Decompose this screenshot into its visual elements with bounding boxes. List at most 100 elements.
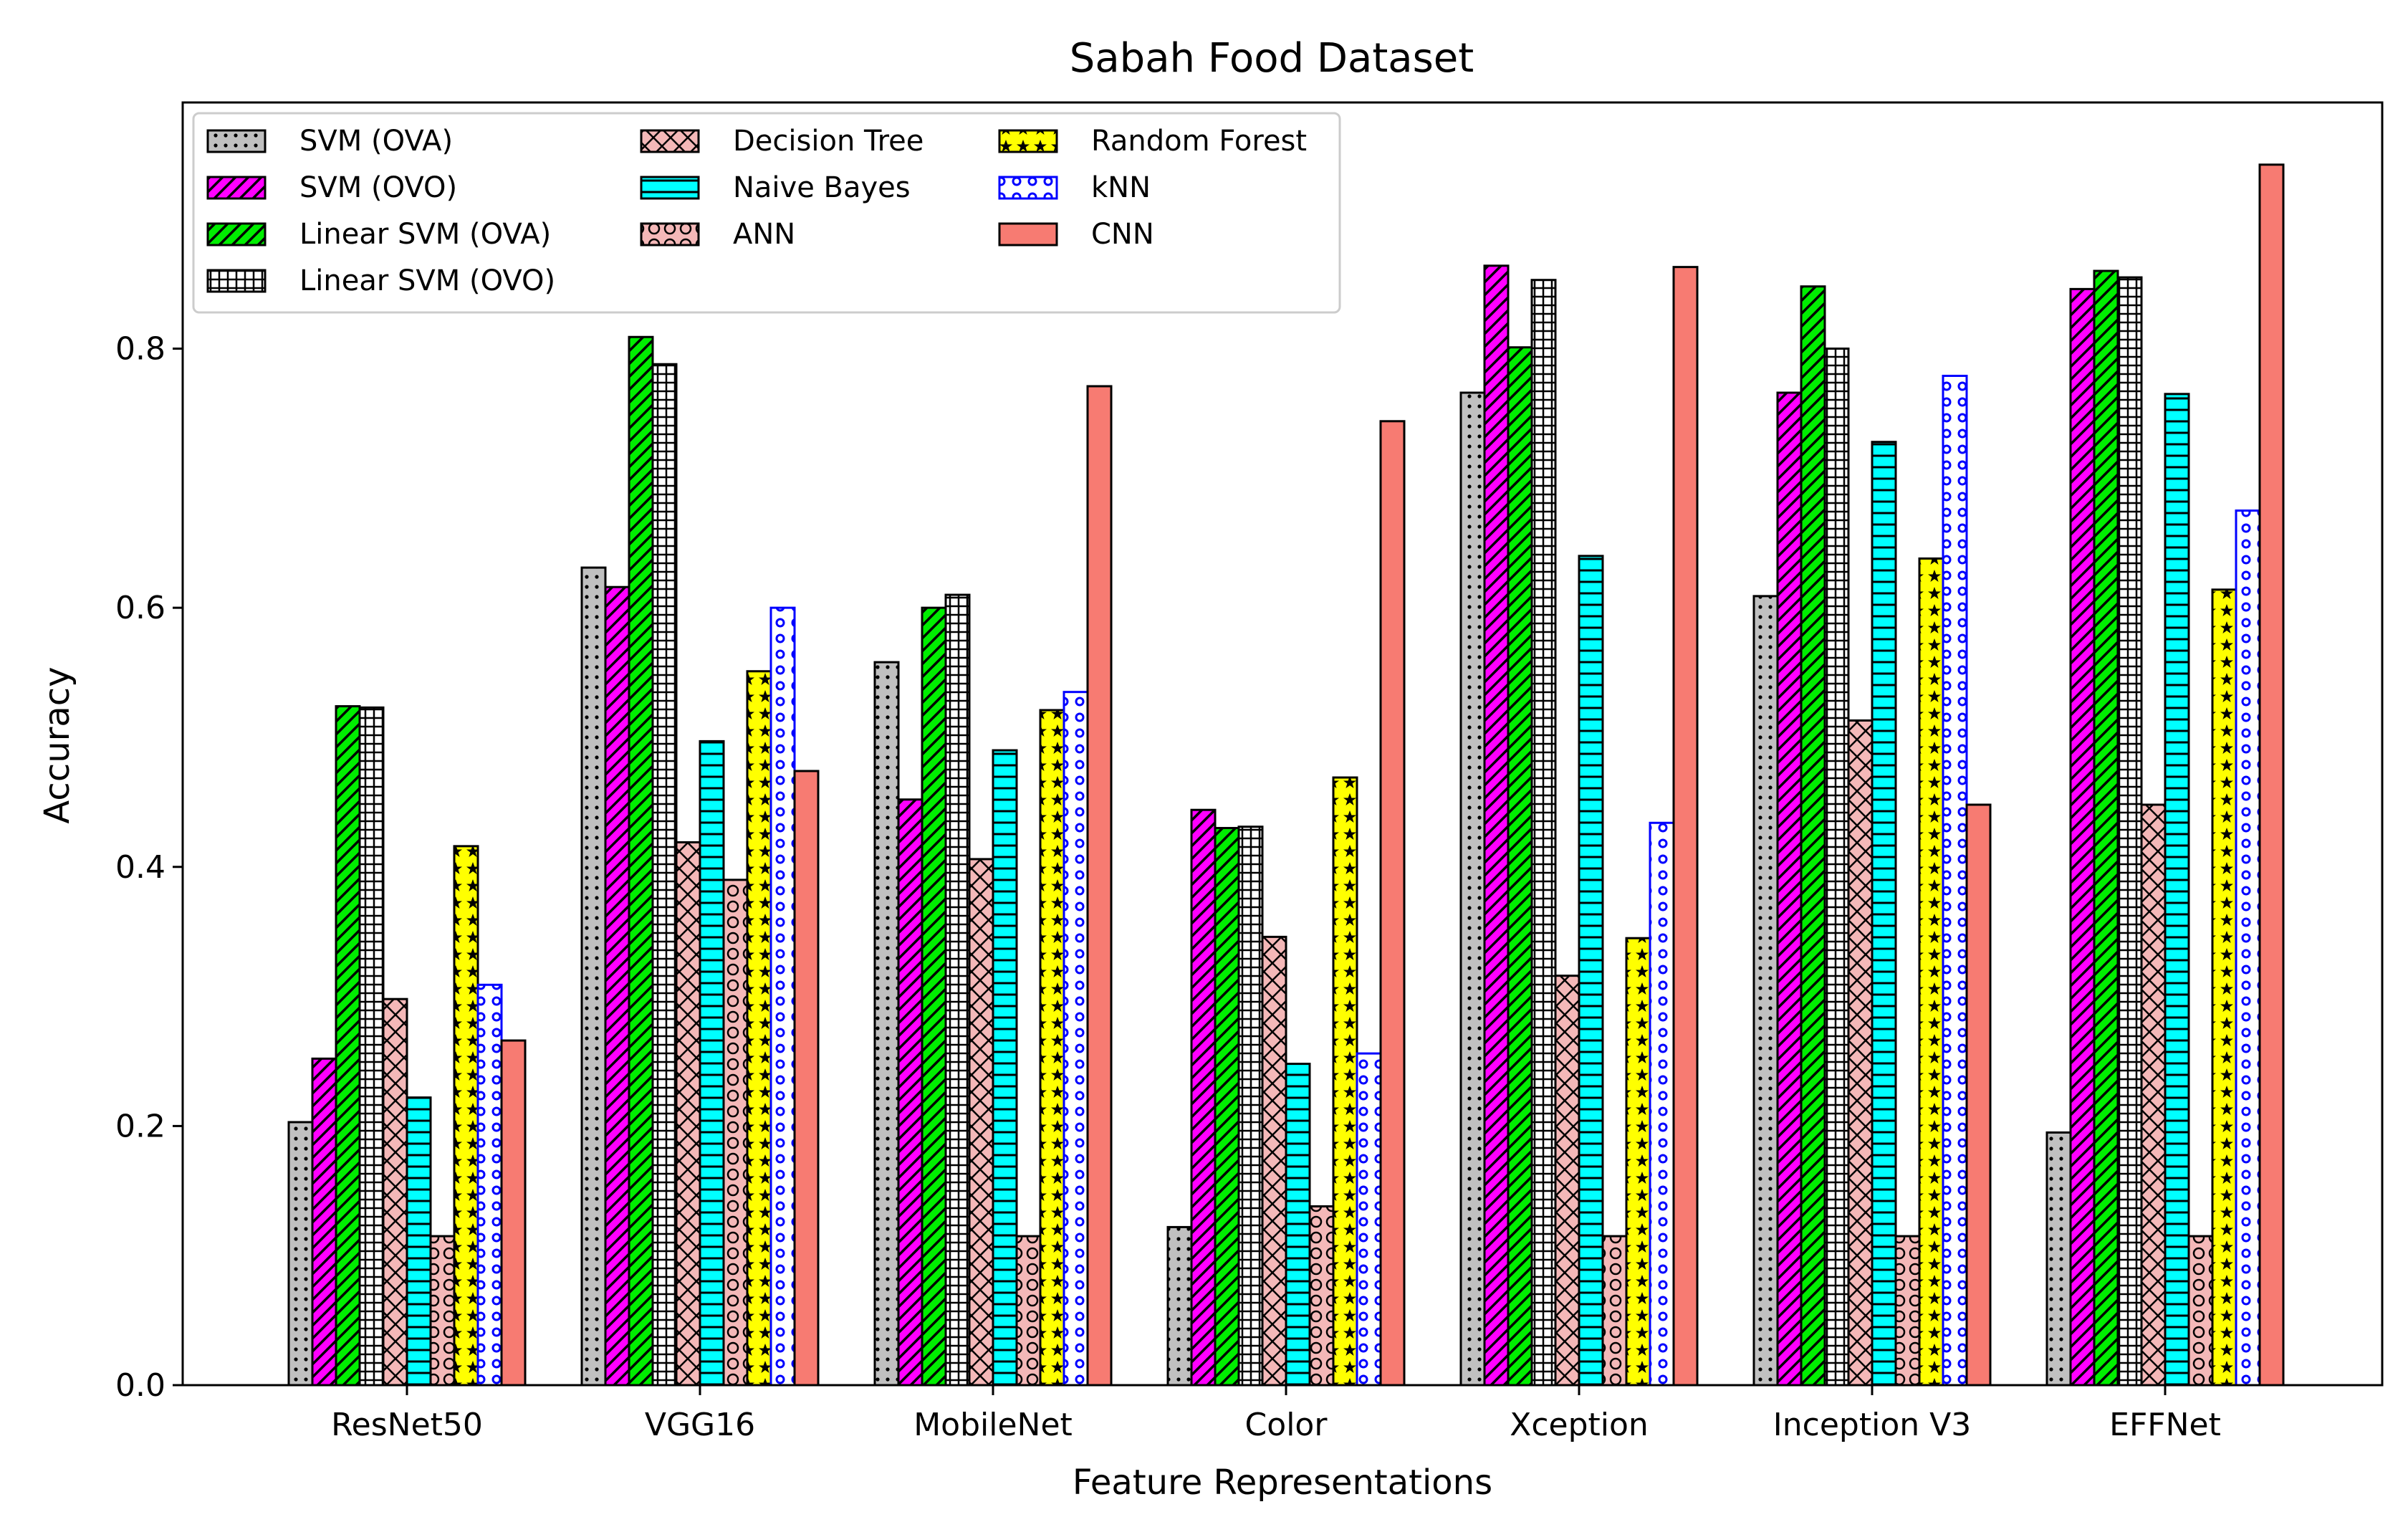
bar-ann-xception (1601, 1235, 1628, 1387)
bar-linear-svm-ova-effnet (2093, 269, 2119, 1387)
x-axis-label: Feature Representations (1073, 1463, 1492, 1503)
x-tick-label: VGG16 (645, 1407, 755, 1443)
bar-svm-ovo-color (1190, 808, 1217, 1387)
bar-svm-ova-vgg16 (580, 566, 607, 1387)
legend-label: SVM (OVO) (299, 171, 457, 204)
bar-linear-svm-ova-color (1214, 827, 1240, 1387)
bar-linear-svm-ovo-effnet (2116, 276, 2143, 1387)
bar-svm-ova-effnet (2045, 1131, 2072, 1387)
bar-linear-svm-ova-resnet50 (335, 705, 361, 1387)
bar-linear-svm-ovo-inception-v3 (1823, 348, 1850, 1387)
legend-label: Linear SVM (OVA) (299, 218, 551, 251)
legend-label: SVM (OVA) (299, 125, 453, 158)
bar-ann-inception-v3 (1894, 1235, 1921, 1387)
bar-naive-bayes-mobilenet (992, 749, 1018, 1387)
bar-naive-bayes-vgg16 (699, 740, 725, 1387)
bar-random-forest-color (1332, 776, 1358, 1387)
bar-cnn-mobilenet (1086, 385, 1113, 1387)
bar-linear-svm-ovo-xception (1530, 279, 1557, 1387)
bar-naive-bayes-resnet50 (406, 1096, 432, 1387)
bar-svm-ovo-effnet (2069, 287, 2096, 1387)
y-tick-label: 0.6 (115, 590, 166, 626)
bar-svm-ovo-xception (1483, 264, 1510, 1387)
bar-cnn-effnet (2258, 163, 2285, 1387)
bar-decision-tree-xception (1554, 975, 1580, 1387)
bar-cnn-inception-v3 (1965, 803, 1992, 1387)
bar-decision-tree-mobilenet (968, 858, 994, 1387)
bar-decision-tree-inception-v3 (1847, 719, 1874, 1387)
bar-svm-ova-inception-v3 (1752, 595, 1779, 1387)
bar-random-forest-inception-v3 (1918, 557, 1944, 1387)
bar-linear-svm-ova-vgg16 (628, 335, 654, 1387)
y-axis-ticks: 0.0 0.2 0.4 0.6 0.8 (115, 331, 183, 1404)
x-axis-ticks: ResNet50 VGG16 MobileNet Color Xception Incep… (331, 1385, 2221, 1443)
legend: SVM (OVA) SVM (OVO) Linear SVM (OVA) Linear… (192, 112, 1341, 314)
bar-random-forest-resnet50 (453, 845, 479, 1387)
bar-svm-ova-color (1166, 1225, 1193, 1387)
bar-naive-bayes-effnet (2164, 393, 2190, 1387)
bar-ann-vgg16 (722, 879, 749, 1387)
y-tick-label: 0.8 (115, 331, 166, 368)
bar-cnn-xception (1672, 266, 1699, 1387)
bar-linear-svm-ovo-vgg16 (651, 363, 678, 1387)
bar-ann-effnet (2187, 1235, 2214, 1387)
legend-label: Naive Bayes (733, 171, 911, 204)
bar-ann-color (1308, 1205, 1335, 1387)
legend-label: Linear SVM (OVO) (299, 264, 555, 297)
bar-cnn-resnet50 (500, 1039, 527, 1387)
bar-knn-resnet50 (476, 983, 503, 1387)
bar-linear-svm-ovo-mobilenet (944, 593, 971, 1387)
bar-svm-ova-resnet50 (287, 1121, 314, 1387)
bar-naive-bayes-inception-v3 (1871, 441, 1897, 1387)
bar-decision-tree-color (1261, 935, 1287, 1387)
x-tick-label: EFFNet (2109, 1407, 2221, 1443)
x-tick-label: Xception (1510, 1407, 1649, 1443)
legend-swatch (998, 222, 1058, 247)
legend-swatch (206, 269, 267, 293)
y-tick-label: 0.2 (115, 1108, 166, 1144)
bar-ann-resnet50 (429, 1235, 456, 1387)
bar-knn-color (1356, 1052, 1382, 1387)
legend-swatch (206, 176, 267, 200)
legend-swatch (998, 176, 1058, 200)
bar-naive-bayes-color (1285, 1063, 1311, 1387)
legend-swatch (640, 222, 700, 247)
chart-title: Sabah Food Dataset (1070, 35, 1474, 82)
bar-svm-ovo-mobilenet (897, 798, 924, 1387)
legend-swatch (640, 129, 700, 153)
bar-decision-tree-effnet (2140, 803, 2167, 1387)
bar-linear-svm-ovo-color (1237, 826, 1264, 1387)
x-tick-label: Inception V3 (1773, 1407, 1971, 1443)
legend-label: CNN (1091, 218, 1154, 251)
legend-label: Decision Tree (733, 125, 924, 158)
legend-label: ANN (733, 218, 795, 251)
bar-naive-bayes-xception (1578, 555, 1604, 1387)
bar-cnn-color (1379, 420, 1406, 1387)
bar-random-forest-vgg16 (746, 670, 772, 1387)
bar-linear-svm-ovo-resnet50 (358, 706, 385, 1387)
bar-svm-ova-mobilenet (873, 661, 900, 1387)
bar-svm-ovo-resnet50 (311, 1057, 337, 1387)
legend-box (192, 112, 1341, 314)
bar-linear-svm-ova-mobilenet (921, 606, 947, 1387)
bar-random-forest-effnet (2211, 588, 2237, 1387)
bar-knn-xception (1649, 821, 1675, 1387)
legend-label: Random Forest (1091, 125, 1307, 158)
bar-linear-svm-ova-xception (1507, 346, 1533, 1387)
bar-svm-ovo-vgg16 (604, 585, 630, 1387)
legend-swatch (206, 222, 267, 247)
bar-cnn-vgg16 (793, 770, 820, 1387)
x-tick-label: ResNet50 (331, 1407, 483, 1443)
bar-svm-ova-xception (1459, 391, 1486, 1387)
bar-decision-tree-resnet50 (382, 997, 408, 1387)
bar-decision-tree-vgg16 (675, 841, 701, 1387)
bar-knn-effnet (2235, 509, 2261, 1387)
y-axis-label: Accuracy (37, 666, 77, 823)
plot-frame (181, 101, 2384, 1387)
bar-knn-vgg16 (769, 606, 796, 1387)
legend-swatch (206, 129, 267, 153)
x-tick-label: Color (1245, 1407, 1328, 1443)
y-tick-label: 0.0 (115, 1367, 166, 1404)
bar-random-forest-xception (1625, 937, 1651, 1387)
